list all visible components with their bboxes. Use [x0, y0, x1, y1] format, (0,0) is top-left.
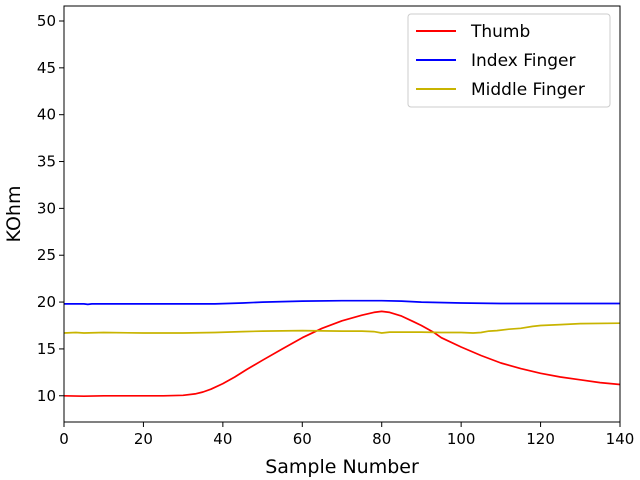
x-axis: 0 20 40 60 80 100 120 140 [59, 422, 634, 448]
x-tick-label: 120 [526, 430, 555, 448]
y-tick-label: 45 [37, 59, 56, 77]
series-line-0 [63, 310, 621, 398]
x-tick-label: 60 [293, 430, 312, 448]
legend: Thumb Index Finger Middle Finger [407, 13, 611, 108]
legend-label: Index Finger [471, 51, 575, 71]
y-tick-label: 40 [37, 106, 56, 124]
x-tick-label: 0 [59, 430, 69, 448]
x-tick-label: 100 [447, 430, 476, 448]
x-tick-label: 80 [372, 430, 391, 448]
series-line-2 [63, 322, 621, 334]
y-axis-label: KOhm [3, 186, 25, 243]
y-tick-label: 35 [37, 153, 56, 171]
y-axis: 10 15 20 25 30 35 40 45 50 [37, 12, 64, 405]
plot-frame [63, 5, 621, 423]
series-line-1 [64, 299, 620, 306]
y-tick-label: 50 [37, 12, 56, 30]
y-tick-label: 25 [37, 246, 56, 264]
legend-label: Thumb [470, 22, 530, 42]
y-tick-label: 20 [37, 293, 56, 311]
y-tick-label: 10 [37, 387, 56, 405]
series-layer [63, 299, 621, 398]
x-tick-label: 140 [606, 430, 635, 448]
x-tick-label: 20 [134, 430, 153, 448]
x-axis-label: Sample Number [265, 456, 419, 478]
legend-label: Middle Finger [471, 80, 585, 100]
legend-box [407, 13, 611, 108]
y-tick-label: 15 [37, 340, 56, 358]
y-tick-label: 30 [37, 199, 56, 217]
x-tick-label: 40 [213, 430, 232, 448]
